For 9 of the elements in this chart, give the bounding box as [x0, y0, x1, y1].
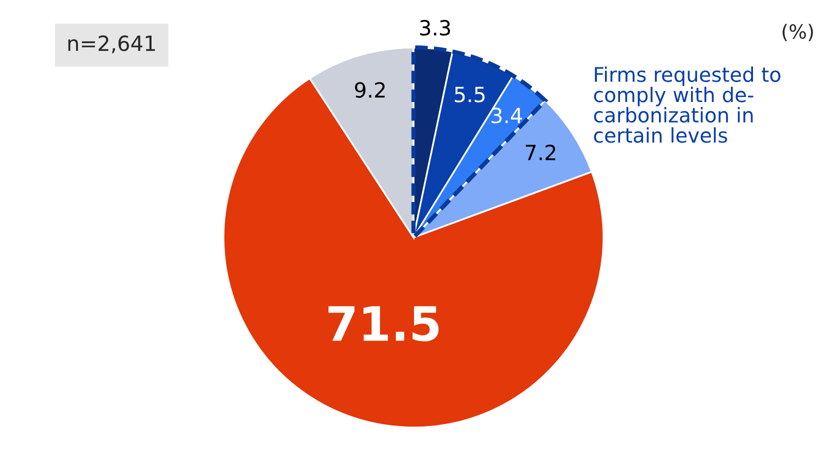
data-label: 3.4	[492, 108, 522, 124]
data-label: 71.5	[328, 306, 439, 342]
text: n=2,641	[68, 35, 155, 54]
data-label: 7.2	[526, 144, 556, 160]
data-label: 3.3	[420, 20, 450, 36]
data-label: 5.5	[454, 86, 485, 102]
text: (%)	[782, 24, 813, 42]
data-label: 9.2	[354, 82, 385, 98]
text: Firms requested to comply with de-carbonization in certain levels	[594, 66, 780, 143]
